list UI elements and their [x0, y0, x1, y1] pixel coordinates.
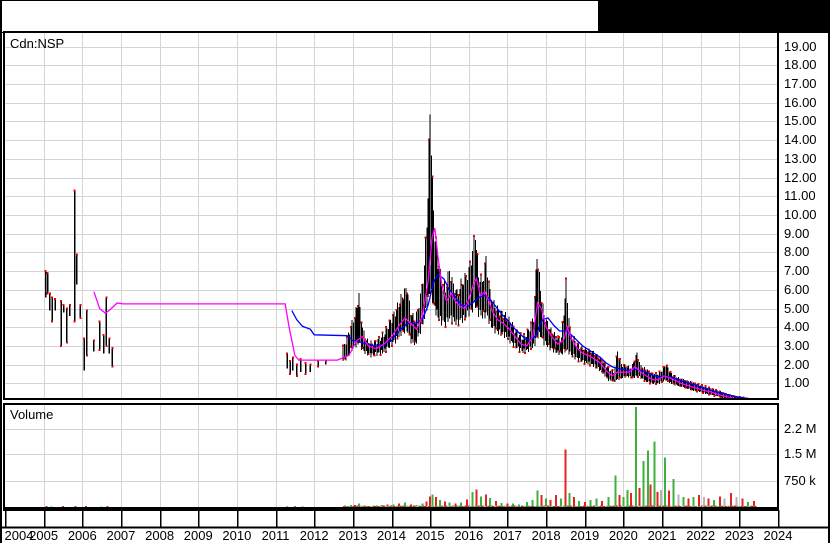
symbol-label: Cdn:NSP: [10, 36, 65, 51]
chart-panel: [2, 33, 828, 543]
volume-pane-label: Volume: [10, 407, 54, 422]
